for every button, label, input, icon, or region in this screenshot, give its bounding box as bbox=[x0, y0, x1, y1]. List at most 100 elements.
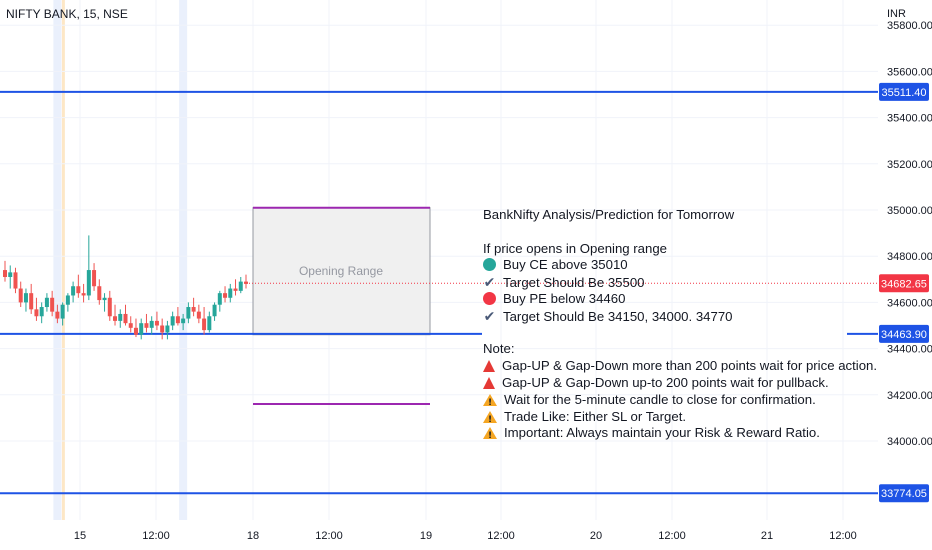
traffic-cone-icon bbox=[483, 376, 495, 389]
candle bbox=[97, 279, 102, 305]
warning-icon bbox=[483, 427, 497, 445]
candle-body bbox=[123, 313, 128, 324]
level-price-tag-bg bbox=[879, 484, 929, 503]
candle-body bbox=[207, 316, 212, 331]
candle bbox=[233, 279, 238, 296]
opening-range-label: Opening Range bbox=[299, 264, 383, 278]
candle bbox=[55, 304, 60, 324]
candle bbox=[181, 313, 186, 331]
check-icon: ✔ bbox=[483, 274, 496, 291]
candle bbox=[86, 235, 91, 301]
note-item: Buy CE above 35010 bbox=[483, 257, 877, 274]
warning-icon bbox=[483, 410, 497, 428]
candle-body bbox=[55, 311, 60, 319]
analysis-note: BankNifty Analysis/Prediction for Tomorr… bbox=[483, 207, 877, 445]
candle-body bbox=[149, 320, 154, 328]
candle bbox=[118, 309, 123, 328]
price-tick-label: 34400.00 bbox=[887, 344, 932, 356]
last-price-tag-bg bbox=[879, 274, 929, 293]
candle-body bbox=[44, 297, 49, 308]
candle-body bbox=[102, 297, 107, 301]
level-price-tag-bg bbox=[879, 324, 929, 343]
candle bbox=[76, 274, 81, 298]
candle bbox=[29, 283, 34, 314]
level-price-tag: 33774.05 bbox=[881, 488, 927, 500]
candle bbox=[102, 293, 107, 312]
candle bbox=[170, 311, 175, 331]
check-icon: ✔ bbox=[483, 307, 496, 324]
level-price-tag: 34463.90 bbox=[881, 329, 927, 341]
candle bbox=[23, 288, 28, 312]
candle-body bbox=[154, 320, 159, 326]
candle-body bbox=[76, 286, 81, 294]
candle bbox=[65, 293, 70, 312]
candle bbox=[13, 267, 18, 294]
candle-body bbox=[81, 293, 86, 296]
symbol-title: NIFTY BANK, 15, NSE bbox=[6, 7, 128, 21]
note-condition: If price opens in Opening range bbox=[483, 240, 668, 256]
candle-body bbox=[233, 288, 238, 291]
price-tick-label: 35800.00 bbox=[887, 20, 932, 32]
note-item: Trade Like: Either SL or Target. bbox=[483, 409, 877, 428]
session-highlight bbox=[179, 0, 188, 520]
candle bbox=[165, 320, 170, 340]
time-tick-label: 12:00 bbox=[142, 530, 170, 542]
candle-body bbox=[18, 288, 23, 303]
time-tick-label: 21 bbox=[761, 530, 773, 542]
candle bbox=[238, 276, 243, 294]
candle-body bbox=[238, 281, 243, 291]
candle-body bbox=[29, 293, 34, 310]
note-item: ✔ Target Should Be 35500 bbox=[483, 274, 645, 291]
candle bbox=[207, 311, 212, 333]
candle bbox=[3, 260, 7, 282]
candle bbox=[18, 281, 23, 308]
time-tick-label: 12:00 bbox=[829, 530, 857, 542]
candle-body bbox=[60, 304, 65, 319]
candle-body bbox=[113, 316, 118, 321]
time-tick-label: 15 bbox=[74, 530, 86, 542]
candle bbox=[196, 304, 201, 324]
price-tick-label: 35200.00 bbox=[887, 159, 932, 171]
price-tick-label: 35400.00 bbox=[887, 113, 932, 125]
session-highlight bbox=[53, 0, 62, 520]
candle-body bbox=[39, 307, 44, 317]
candle-body bbox=[175, 316, 180, 324]
candle-body bbox=[212, 304, 217, 317]
time-tick-label: 12:00 bbox=[658, 530, 686, 542]
note-item: Important: Always maintain your Risk & R… bbox=[483, 425, 877, 445]
traffic-cone-icon bbox=[483, 360, 495, 373]
candle bbox=[217, 290, 222, 312]
candle bbox=[191, 297, 196, 317]
candle bbox=[107, 290, 112, 321]
candle-body bbox=[223, 293, 228, 298]
candle bbox=[92, 263, 97, 291]
candle bbox=[149, 316, 154, 335]
warning-icon bbox=[483, 393, 497, 412]
candle-body bbox=[160, 325, 165, 333]
candle-body bbox=[23, 293, 28, 303]
candle bbox=[128, 316, 133, 333]
candle bbox=[133, 318, 138, 338]
time-tick-label: 20 bbox=[590, 530, 602, 542]
note-item: ✔ Target Should Be 34150, 34000. 34770 bbox=[483, 307, 733, 324]
time-tick-label: 12:00 bbox=[487, 530, 515, 542]
candle-body bbox=[191, 307, 196, 312]
price-tick-label: 34000.00 bbox=[887, 436, 932, 448]
candle-body bbox=[133, 327, 138, 335]
candle bbox=[154, 311, 159, 331]
note-label: Note: bbox=[483, 341, 515, 357]
note-item: Gap-UP & Gap-Down up-to 200 points wait … bbox=[483, 375, 877, 392]
candle-body bbox=[3, 270, 7, 277]
note-item: Buy PE below 34460 bbox=[483, 291, 877, 308]
candle bbox=[144, 313, 149, 333]
level-price-tag-bg bbox=[879, 82, 929, 101]
candle-body bbox=[202, 318, 207, 331]
candle bbox=[34, 297, 39, 321]
candle-body bbox=[92, 270, 97, 287]
candle bbox=[81, 283, 86, 303]
price-tick-label: 35000.00 bbox=[887, 205, 932, 217]
candle-body bbox=[186, 307, 191, 319]
candle-body bbox=[228, 288, 233, 298]
currency-label: INR bbox=[887, 8, 906, 20]
